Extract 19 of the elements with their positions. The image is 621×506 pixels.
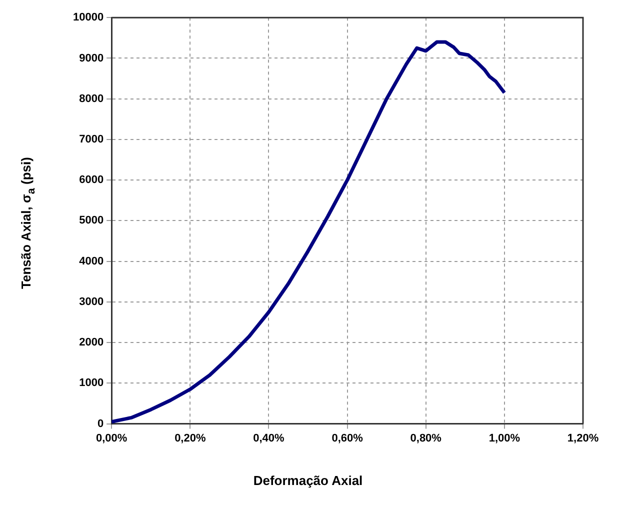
y-tick-label: 3000 <box>79 296 104 308</box>
x-tick-label: 0,20% <box>174 432 206 444</box>
x-tick-label: 0,40% <box>253 432 285 444</box>
y-tick-label: 9000 <box>79 52 104 64</box>
y-tick-label: 10000 <box>72 12 104 24</box>
y-tick-label: 7000 <box>79 133 104 146</box>
y-tick-label: 6000 <box>79 174 104 186</box>
y-tick-label: 8000 <box>79 92 104 105</box>
x-tick-label: 1,00% <box>488 432 520 444</box>
x-tick-label: 0,60% <box>332 432 364 444</box>
y-tick-label: 2000 <box>79 336 104 349</box>
y-tick-label: 5000 <box>79 214 104 227</box>
y-tick-label: 0 <box>97 418 104 430</box>
y-tick-label: 4000 <box>79 255 104 268</box>
x-axis-title: Deformação Axial <box>253 473 363 488</box>
x-tick-label: 0,80% <box>410 432 442 444</box>
x-tick-label: 0,00% <box>96 432 128 444</box>
x-tick-label: 1,20% <box>567 432 599 444</box>
y-tick-label: 1000 <box>79 377 104 390</box>
